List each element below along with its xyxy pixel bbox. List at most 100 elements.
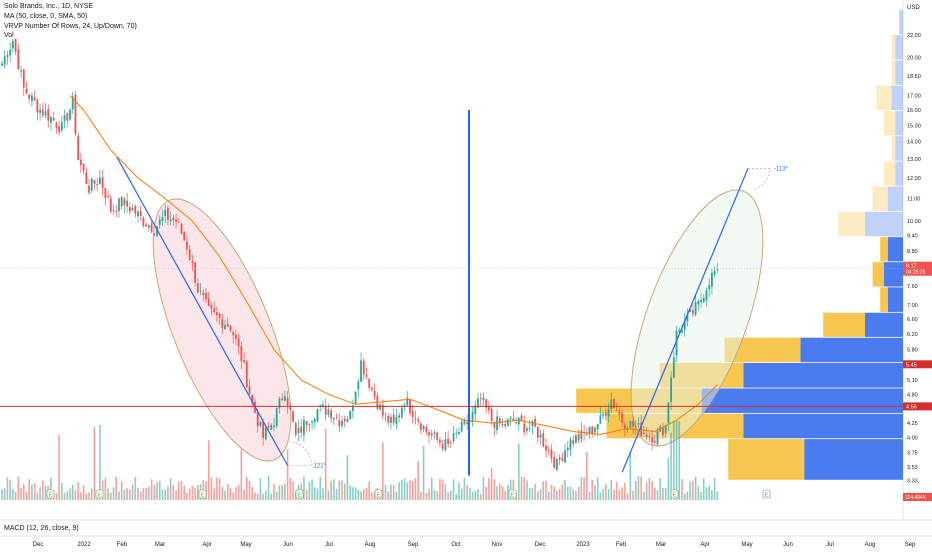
volume-bar xyxy=(50,478,52,500)
earnings-marker xyxy=(295,489,304,499)
candle-body xyxy=(294,423,297,436)
volume-bar xyxy=(373,492,376,500)
volume-bar xyxy=(686,491,689,500)
candle-body xyxy=(354,391,357,405)
time-axis-label: Jun xyxy=(783,542,793,548)
earnings-marker-label: E xyxy=(511,493,515,499)
time-axis-label: May xyxy=(240,542,251,548)
candle-body xyxy=(164,209,167,216)
volume-bar xyxy=(368,481,370,500)
volume-bar xyxy=(9,479,11,500)
volume-bar xyxy=(28,479,30,500)
volume-bar xyxy=(447,492,449,500)
candle-body xyxy=(509,417,512,419)
trendline-down xyxy=(116,156,289,466)
volume-bar xyxy=(458,482,460,500)
candle-body xyxy=(689,309,692,313)
candle-body xyxy=(33,97,36,101)
badge-current-price-bg xyxy=(903,261,932,276)
candle-body xyxy=(629,421,632,428)
volume-bar xyxy=(167,486,169,500)
volume-bar xyxy=(82,485,85,500)
volume-bar xyxy=(316,488,319,500)
candle-body xyxy=(694,302,697,315)
volume-bar xyxy=(270,493,273,500)
volume-bar xyxy=(692,480,694,500)
earnings-marker xyxy=(508,489,517,499)
volume-bar xyxy=(246,476,248,500)
candle-body xyxy=(392,414,395,423)
candle-body xyxy=(553,457,556,468)
angle-arc-down xyxy=(287,441,312,466)
volume-bar xyxy=(621,487,623,500)
volume-bar xyxy=(129,489,131,500)
candle-body xyxy=(264,427,267,440)
volume-bar xyxy=(420,492,422,500)
currency-label: USD xyxy=(907,5,920,11)
candle-body xyxy=(267,425,270,428)
volume-bar xyxy=(444,484,447,500)
volume-bar xyxy=(654,487,656,500)
volume-bar xyxy=(221,487,224,500)
legend-title[interactable]: Solo Brands, Inc., 1D, NYSE xyxy=(4,3,94,10)
volume-bar xyxy=(175,489,177,500)
candle-body xyxy=(550,449,553,459)
legend-ma[interactable]: MA (50, close, 0, SMA, 50) xyxy=(4,13,88,20)
candle-body xyxy=(555,459,558,470)
volume-bar xyxy=(213,488,215,500)
earnings-marker xyxy=(95,489,104,499)
price-tick-label: 11.00 xyxy=(907,196,920,202)
candle-body xyxy=(634,426,637,428)
candle-body xyxy=(683,320,686,330)
candle-body xyxy=(213,308,216,313)
candle-body xyxy=(207,298,210,307)
candle-body xyxy=(379,404,381,410)
vp-up-bar xyxy=(701,388,903,413)
volume-bar xyxy=(629,451,632,500)
volume-bar xyxy=(115,476,118,500)
volume-bar xyxy=(191,485,194,500)
vp-up-bar xyxy=(884,262,903,287)
legend-vol[interactable]: Vol xyxy=(4,32,14,39)
candle-body xyxy=(419,423,422,430)
legend-vrvp[interactable]: VRVP Number Of Rows, 24, Up/Down, 70) xyxy=(4,23,137,30)
candle-body xyxy=(316,408,319,422)
volume-bar xyxy=(254,492,256,500)
price-tick-label: 22.00 xyxy=(907,33,921,39)
candle-body xyxy=(240,346,243,362)
volume-bar xyxy=(518,443,520,500)
price-tick-label: 16.00 xyxy=(907,108,921,114)
candle-body xyxy=(297,427,300,434)
candle-body xyxy=(145,224,148,227)
volume-bar xyxy=(186,492,188,500)
volume-bar xyxy=(107,488,109,500)
candle-body xyxy=(400,407,403,418)
candle-body xyxy=(585,434,588,436)
candle-body xyxy=(118,198,120,212)
candle-body xyxy=(536,426,539,438)
candle-body xyxy=(460,422,463,432)
volume-bar xyxy=(324,428,327,500)
vp-up-bar xyxy=(743,362,903,388)
candle-body xyxy=(303,419,305,435)
macd-label[interactable]: MACD (12, 26, close, 9) xyxy=(4,525,79,532)
vp-down-bar xyxy=(876,85,892,111)
volume-bar xyxy=(210,477,213,500)
volume-bar xyxy=(664,488,667,500)
angle-label-down: 121° xyxy=(314,463,327,469)
volume-bar xyxy=(697,486,700,500)
candle-body xyxy=(626,429,629,431)
candle-body xyxy=(466,422,469,425)
volume-bar xyxy=(624,482,626,500)
candle-body xyxy=(651,437,653,443)
time-axis-label: Apr xyxy=(202,542,211,548)
volume-bar xyxy=(6,477,9,500)
volume-bar xyxy=(556,490,558,500)
volume-bar xyxy=(713,478,716,500)
candle-body xyxy=(292,411,294,422)
volume-bar xyxy=(640,476,642,500)
volume-bar xyxy=(44,485,47,500)
volume-bar xyxy=(689,481,691,500)
